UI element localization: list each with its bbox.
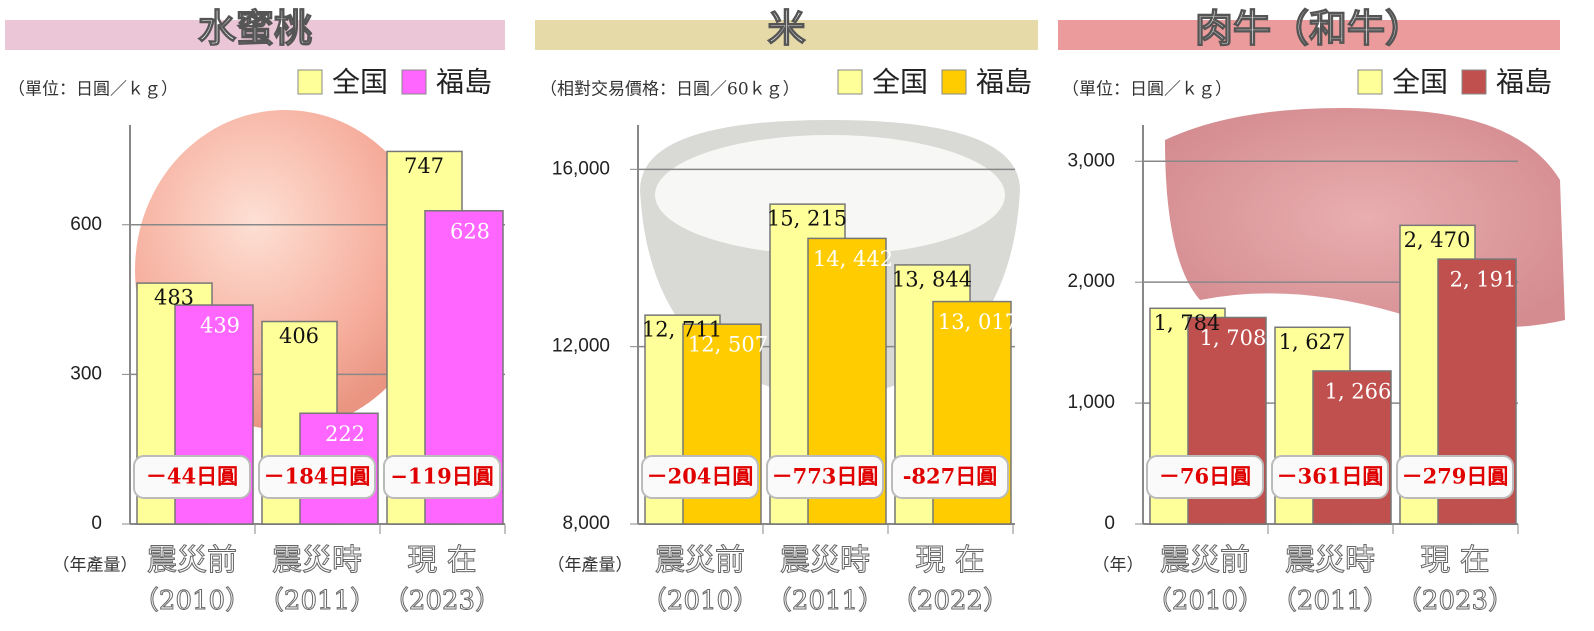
legend-swatch (401, 69, 427, 95)
x-tick-year: （2010） (1146, 586, 1264, 616)
title-bar (535, 20, 1038, 50)
annotation: −119日圓 (390, 464, 493, 489)
annotation: －204日圓 (647, 464, 754, 489)
x-tick-label: 現 在 (1420, 543, 1490, 578)
x-tick-label: 震災前 (1160, 543, 1250, 578)
x-tick-year: （2022） (891, 586, 1009, 616)
y-tick-label: 12,000 (552, 336, 610, 357)
x-axis-label: （年） (1093, 556, 1144, 576)
x-tick-year: （2023） (1396, 586, 1514, 616)
value-label: 1, 784 (1154, 311, 1221, 335)
x-tick-year: （2010） (133, 586, 251, 616)
x-tick-label: 震災前 (147, 543, 237, 578)
value-label: 222 (325, 422, 365, 446)
unit-label: （單位：日圓／ｋｇ） (8, 80, 178, 100)
x-tick-label: 震災前 (655, 543, 745, 578)
annotation: －76日圓 (1159, 464, 1251, 489)
annotation-box (641, 455, 759, 499)
x-tick-year: （2010） (641, 586, 759, 616)
x-tick-year: （2023） (383, 586, 501, 616)
x-tick-year: （2011） (766, 586, 884, 616)
x-axis-label: （年產量） (53, 556, 138, 576)
y-tick-label: 300 (70, 363, 102, 384)
annotation-box (1146, 455, 1264, 499)
annotation: －184日圓 (264, 464, 371, 489)
annotation-box (1396, 455, 1514, 499)
y-tick-label: 3,000 (1067, 150, 1115, 171)
legend-label: 福島 (1496, 66, 1552, 99)
y-tick-label: 600 (70, 214, 102, 235)
legend-swatch (941, 69, 967, 95)
legend-label: 福島 (976, 66, 1032, 99)
title-bar (1058, 20, 1560, 50)
chart-title: 肉牛（和牛） (1195, 6, 1423, 51)
y-tick-label: 2,000 (1067, 271, 1115, 292)
legend-swatch (297, 69, 323, 95)
annotation: -827日圓 (903, 464, 998, 489)
value-label: 13, 017 (938, 310, 1018, 334)
legend-label: 全国 (872, 66, 928, 99)
legend-swatch (1357, 69, 1383, 95)
y-tick-label: 0 (1104, 513, 1115, 534)
value-label: 2, 191 (1450, 268, 1517, 292)
unit-label: （相對交易價格：日圓／60ｋｇ） (540, 80, 800, 100)
unit-label: （單位：日圓／ｋｇ） (1062, 80, 1232, 100)
legend-swatch (1461, 69, 1487, 95)
value-label: 406 (279, 324, 319, 348)
rice (655, 135, 1005, 255)
x-axis-label: （年產量） (548, 556, 633, 576)
value-label: 1, 708 (1200, 326, 1267, 350)
value-label: 1, 266 (1325, 379, 1392, 403)
annotation: －361日圓 (1277, 464, 1384, 489)
annotation-box (766, 455, 884, 499)
value-label: 15, 215 (767, 207, 847, 231)
value-label: 483 (154, 286, 194, 310)
value-label: 1, 627 (1279, 330, 1346, 354)
x-tick-label: 現 在 (407, 543, 477, 578)
annotation-box (133, 455, 251, 499)
value-label: 14, 442 (813, 247, 893, 271)
title-bar (5, 20, 505, 50)
chart-title: 米 (767, 6, 805, 51)
annotation: －279日圓 (1402, 464, 1509, 489)
x-tick-label: 震災時 (780, 543, 870, 578)
value-label: 12, 711 (642, 318, 722, 342)
x-tick-label: 震災時 (272, 543, 362, 578)
legend-label: 全国 (1392, 66, 1448, 99)
x-tick-label: 現 在 (915, 543, 985, 578)
chart-title: 水蜜桃 (198, 6, 312, 51)
value-label: 747 (404, 154, 444, 178)
value-label: 13, 844 (892, 267, 972, 291)
x-tick-label: 震災時 (1285, 543, 1375, 578)
y-tick-label: 0 (91, 513, 102, 534)
legend-label: 福島 (436, 66, 492, 99)
value-label: 2, 470 (1404, 228, 1471, 252)
x-tick-year: （2011） (258, 586, 376, 616)
value-label: 439 (200, 314, 240, 338)
legend-label: 全国 (332, 66, 388, 99)
value-label: 628 (450, 219, 490, 243)
annotation: －773日圓 (772, 464, 879, 489)
y-tick-label: 8,000 (562, 513, 610, 534)
y-tick-label: 16,000 (552, 158, 610, 179)
annotation-box (383, 455, 501, 499)
value-label: 12, 507 (688, 333, 768, 357)
legend-swatch (837, 69, 863, 95)
annotation-box (258, 455, 376, 499)
annotation: －44日圓 (146, 464, 238, 489)
annotation-box (891, 455, 1009, 499)
annotation-box (1271, 455, 1389, 499)
y-tick-label: 1,000 (1067, 392, 1115, 413)
x-tick-year: （2011） (1271, 586, 1389, 616)
